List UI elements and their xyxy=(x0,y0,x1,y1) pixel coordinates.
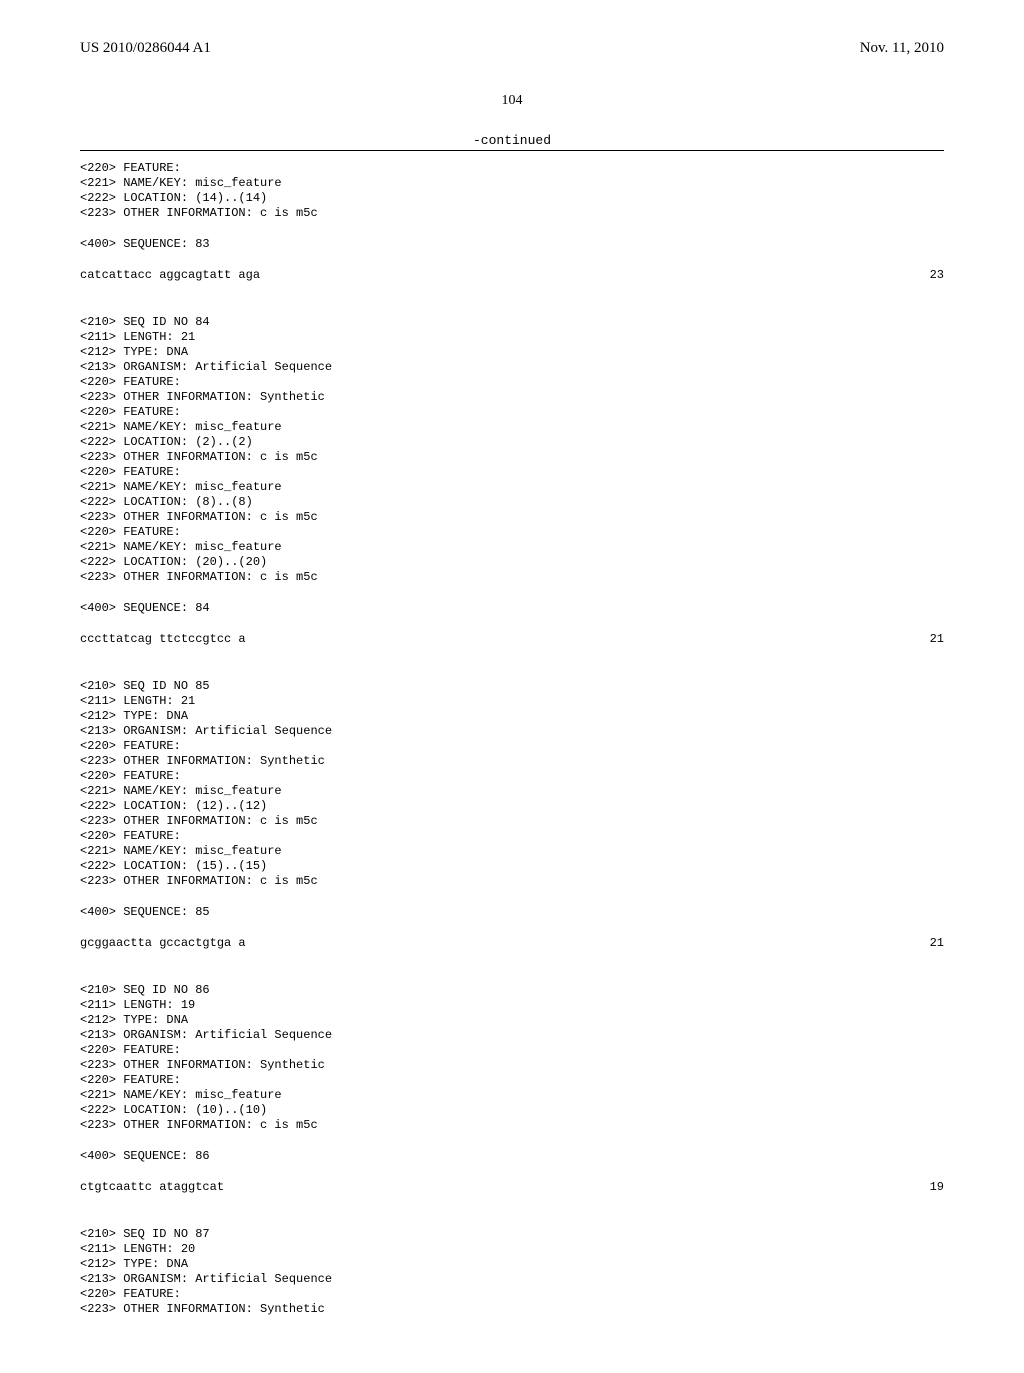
sequence-length: 19 xyxy=(930,1180,944,1195)
sequence-length: 23 xyxy=(930,268,944,283)
sequence-text: gcggaactta gccactgtga a xyxy=(80,936,246,951)
sequence-text: catcattacc aggcagtatt aga xyxy=(80,268,260,283)
spacer xyxy=(80,1195,944,1211)
spacer xyxy=(80,951,944,967)
listing-block: <400> SEQUENCE: 84 xyxy=(80,601,944,616)
sequence-line: cccttatcag ttctccgtcc a 21 xyxy=(80,632,944,647)
sequence-text: cccttatcag ttctccgtcc a xyxy=(80,632,246,647)
page-header: US 2010/0286044 A1 Nov. 11, 2010 xyxy=(80,40,944,57)
listing-block: <210> SEQ ID NO 87 <211> LENGTH: 20 <212… xyxy=(80,1227,944,1317)
spacer xyxy=(80,283,944,299)
sequence-listing: <220> FEATURE: <221> NAME/KEY: misc_feat… xyxy=(80,161,944,1317)
spacer xyxy=(80,663,944,679)
continued-label: -continued xyxy=(80,133,944,148)
publication-date: Nov. 11, 2010 xyxy=(860,40,944,57)
spacer xyxy=(80,1211,944,1227)
listing-block: <400> SEQUENCE: 86 xyxy=(80,1149,944,1164)
document-page: US 2010/0286044 A1 Nov. 11, 2010 104 -co… xyxy=(0,0,1024,1373)
sequence-length: 21 xyxy=(930,936,944,951)
sequence-line: ctgtcaattc ataggtcat 19 xyxy=(80,1180,944,1195)
listing-block: <400> SEQUENCE: 83 xyxy=(80,237,944,252)
page-number: 104 xyxy=(80,93,944,109)
listing-block: <220> FEATURE: <221> NAME/KEY: misc_feat… xyxy=(80,161,944,221)
spacer xyxy=(80,299,944,315)
listing-block: <400> SEQUENCE: 85 xyxy=(80,905,944,920)
sequence-text: ctgtcaattc ataggtcat xyxy=(80,1180,224,1195)
sequence-line: catcattacc aggcagtatt aga 23 xyxy=(80,268,944,283)
publication-number: US 2010/0286044 A1 xyxy=(80,40,211,57)
listing-block: <210> SEQ ID NO 86 <211> LENGTH: 19 <212… xyxy=(80,983,944,1133)
top-rule xyxy=(80,150,944,151)
sequence-line: gcggaactta gccactgtga a 21 xyxy=(80,936,944,951)
spacer xyxy=(80,967,944,983)
sequence-length: 21 xyxy=(930,632,944,647)
spacer xyxy=(80,647,944,663)
listing-block: <210> SEQ ID NO 84 <211> LENGTH: 21 <212… xyxy=(80,315,944,585)
listing-block: <210> SEQ ID NO 85 <211> LENGTH: 21 <212… xyxy=(80,679,944,889)
